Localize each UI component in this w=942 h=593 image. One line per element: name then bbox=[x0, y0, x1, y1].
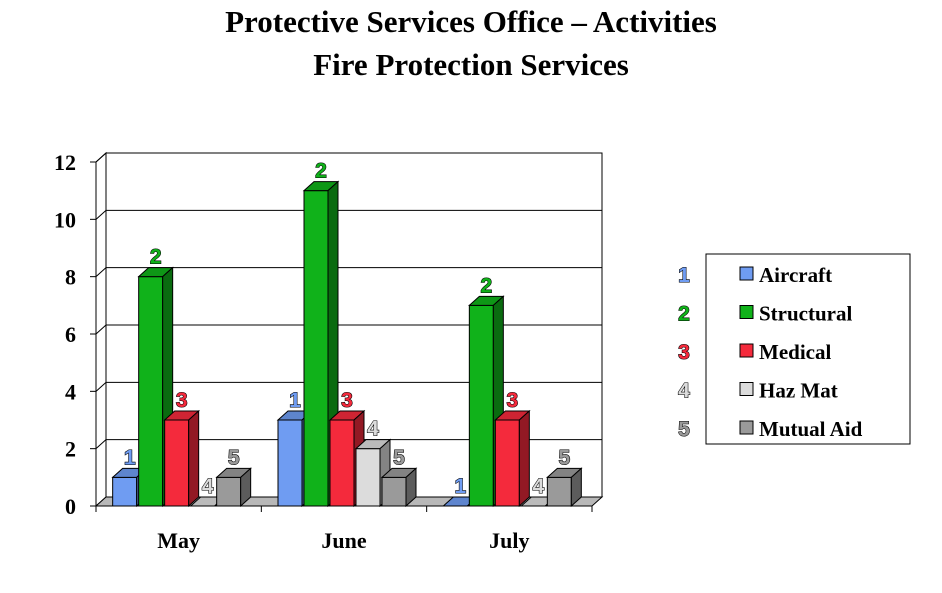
gridline-side bbox=[95, 209, 107, 220]
bar-structural bbox=[303, 190, 329, 507]
legend-series-number: 4 bbox=[678, 380, 690, 403]
bar-data-label: 1 bbox=[454, 475, 466, 498]
bar-side-face bbox=[518, 409, 530, 508]
bar-data-label: 4 bbox=[532, 475, 544, 498]
legend-series-number: 5 bbox=[678, 418, 690, 441]
y-tick-label: 6 bbox=[65, 322, 76, 347]
bar-side-face bbox=[570, 467, 582, 508]
legend-entry: Haz Mat bbox=[759, 379, 838, 403]
y-tick-label: 4 bbox=[65, 379, 76, 404]
bar-data-label: 4 bbox=[367, 418, 379, 441]
legend-entry: Structural bbox=[759, 302, 852, 326]
bar-mutual-aid bbox=[546, 476, 572, 507]
legend-series-number: 3 bbox=[678, 341, 690, 364]
bar-structural bbox=[138, 276, 164, 507]
legend-entry: Aircraft bbox=[759, 263, 832, 287]
bar-data-label: 4 bbox=[202, 475, 214, 498]
legend-swatch bbox=[739, 305, 754, 319]
bar-data-label: 5 bbox=[393, 446, 405, 469]
bar-haz-mat bbox=[355, 448, 381, 507]
y-tick-label: 8 bbox=[65, 265, 76, 290]
bar-aircraft bbox=[112, 476, 138, 507]
y-tick-label: 0 bbox=[65, 494, 76, 519]
bar-structural bbox=[468, 304, 494, 507]
bar-mutual-aid bbox=[381, 476, 407, 507]
bar-medical bbox=[164, 419, 190, 507]
legend-entry: Medical bbox=[759, 340, 831, 364]
gridline-side bbox=[95, 152, 107, 163]
legend-swatch bbox=[739, 266, 754, 281]
bar-mutual-aid bbox=[216, 476, 242, 507]
y-tick-label: 2 bbox=[65, 437, 76, 462]
legend-series-number: 2 bbox=[678, 303, 690, 326]
x-category-label: July bbox=[489, 528, 529, 553]
legend-swatch bbox=[739, 343, 754, 358]
legend-swatch bbox=[739, 382, 754, 396]
bar-data-label: 3 bbox=[176, 389, 188, 412]
y-tick-label: 10 bbox=[54, 207, 76, 232]
gridline-side bbox=[95, 381, 107, 392]
legend-entry: Mutual Aid bbox=[759, 417, 863, 441]
bar-data-label: 2 bbox=[315, 160, 327, 183]
bar-data-label: 1 bbox=[124, 446, 136, 469]
bar-data-label: 2 bbox=[480, 274, 492, 297]
x-category-label: May bbox=[157, 528, 200, 553]
chart-title-line-1: Protective Services Office – Activities bbox=[225, 4, 717, 39]
gridline-side bbox=[95, 439, 107, 450]
legend-swatch bbox=[739, 420, 754, 435]
gridline-side bbox=[95, 267, 107, 278]
legend-series-number: 1 bbox=[678, 264, 690, 287]
bar-side-face bbox=[405, 467, 417, 508]
bar-data-label: 3 bbox=[506, 389, 518, 412]
y-tick-label: 12 bbox=[54, 150, 76, 175]
bar-data-label: 2 bbox=[150, 246, 162, 269]
bar-data-label: 3 bbox=[341, 389, 353, 412]
bar-aircraft bbox=[277, 419, 303, 507]
bar-medical bbox=[494, 419, 520, 507]
bar-medical bbox=[329, 419, 355, 507]
chart-title-line-2: Fire Protection Services bbox=[313, 47, 629, 82]
bar-data-label: 5 bbox=[228, 446, 240, 469]
bar-data-label: 5 bbox=[558, 446, 570, 469]
bar-side-face bbox=[240, 467, 252, 508]
bar-data-label: 1 bbox=[289, 389, 301, 412]
bar-side-face bbox=[188, 409, 200, 508]
x-category-label: June bbox=[321, 528, 366, 553]
gridline-side bbox=[95, 324, 107, 335]
